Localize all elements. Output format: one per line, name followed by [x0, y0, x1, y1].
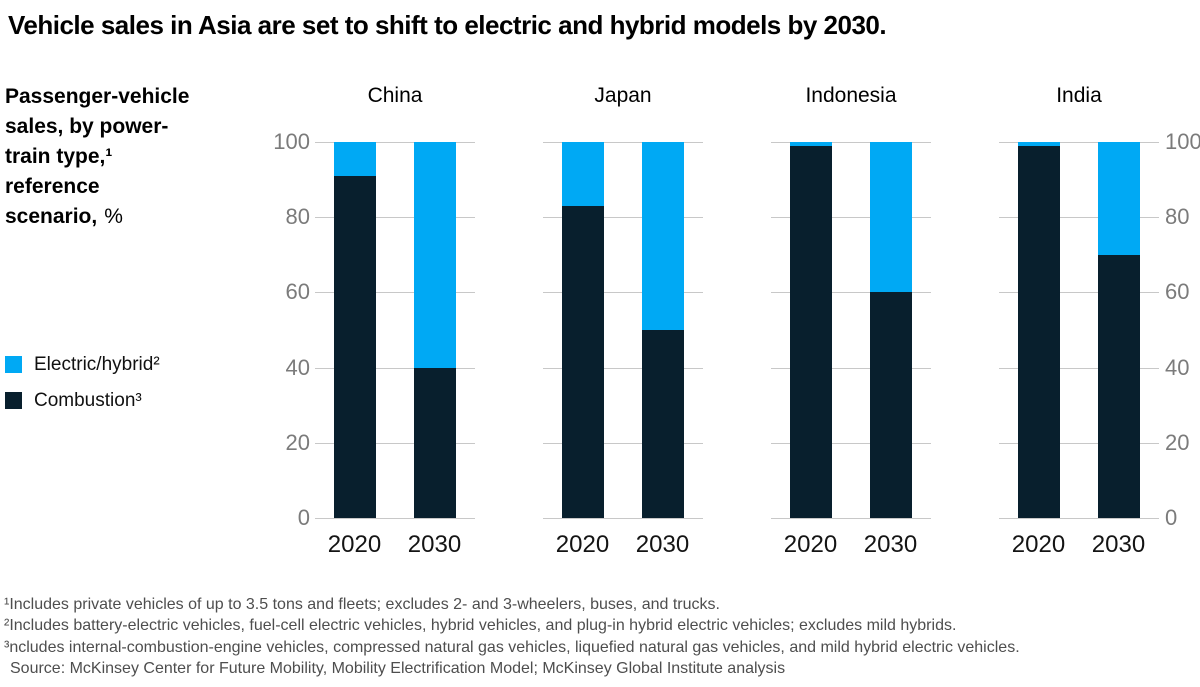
page-title: Vehicle sales in Asia are set to shift t…: [8, 10, 887, 40]
electric-swatch: [5, 356, 22, 373]
bar-indonesia-2030-combustion: [869, 292, 912, 518]
gridline: [771, 518, 931, 519]
bar-india-2030-combustion: [1097, 254, 1140, 518]
gridline: [771, 442, 931, 444]
bar-china-2030-combustion: [413, 367, 456, 518]
panel-title-japan: Japan: [594, 84, 652, 107]
y-axis-label-right: 40: [1165, 354, 1190, 380]
bar-china-2020-combustion: [333, 175, 376, 518]
footnotes: ¹Includes private vehicles of up to 3.5 …: [4, 594, 1020, 680]
gridline: [315, 217, 475, 219]
subtitle-line: scenario,%: [5, 202, 189, 232]
bar-india-2020-electric: [1017, 142, 1060, 146]
gridline: [999, 518, 1159, 519]
x-axis-label: 2030: [407, 531, 462, 558]
bar-japan-2030-electric: [641, 142, 684, 330]
y-axis-label-right: 80: [1165, 204, 1190, 230]
x-axis-label: 2020: [1011, 531, 1066, 558]
legend-label: Electric/hybrid²: [34, 354, 160, 375]
gridline: [999, 442, 1159, 444]
legend-label: Combustion³: [34, 390, 142, 411]
bar-japan-2030-combustion: [641, 330, 684, 518]
gridline: [543, 142, 703, 143]
y-axis-label-right: 20: [1165, 429, 1190, 455]
gridline: [999, 367, 1159, 369]
gridline: [315, 518, 475, 519]
subtitle-line: sales, by power-: [5, 115, 169, 138]
gridline: [999, 142, 1159, 143]
gridline: [999, 217, 1159, 219]
gridline: [543, 442, 703, 444]
footnote-line: ²Includes battery-electric vehicles, fue…: [4, 617, 957, 635]
bar-japan-2020-combustion: [561, 205, 604, 518]
x-axis-label: 2030: [635, 531, 690, 558]
bar-india-2030-electric: [1097, 142, 1140, 255]
y-axis-label-left: 80: [285, 204, 310, 230]
bar-china-2030-electric: [413, 142, 456, 368]
legend-item-combustion: Combustion³: [5, 391, 160, 410]
footnote-line: ³ncludes internal-combustion-engine vehi…: [4, 638, 1020, 656]
bar-indonesia-2020-combustion: [789, 145, 832, 518]
subtitle-line: Passenger-vehicle: [5, 85, 190, 108]
panel-title-india: India: [1056, 84, 1102, 107]
gridline: [771, 367, 931, 369]
y-axis-label-right: 60: [1165, 279, 1190, 305]
bar-indonesia-2030-electric: [869, 142, 912, 293]
y-axis-label-left: 20: [285, 429, 310, 455]
bar-indonesia-2020-electric: [789, 142, 832, 146]
gridline: [771, 292, 931, 294]
bar-china-2020-electric: [333, 142, 376, 176]
x-axis-label: 2030: [863, 531, 918, 558]
gridline: [543, 217, 703, 219]
subtitle-line: reference: [5, 175, 100, 198]
gridline: [771, 142, 931, 143]
combustion-swatch: [5, 392, 22, 409]
y-axis-label-left: 100: [273, 129, 310, 154]
bar-japan-2020-electric: [561, 142, 604, 206]
gridline: [315, 292, 475, 294]
subtitle-line: train type,¹: [5, 145, 113, 168]
legend: Electric/hybrid² Combustion³: [5, 355, 160, 427]
subtitle-text: scenario,: [5, 205, 98, 228]
gridline: [315, 442, 475, 444]
x-axis-label: 2020: [555, 531, 610, 558]
y-axis-label-left: 40: [285, 354, 310, 380]
gridline: [543, 292, 703, 294]
y-axis-label-left: 0: [297, 505, 310, 530]
y-axis-label-right: 100: [1165, 129, 1200, 154]
x-axis-label: 2020: [327, 531, 382, 558]
gridline: [543, 518, 703, 519]
gridline: [315, 142, 475, 143]
gridline: [771, 217, 931, 219]
panel-title-indonesia: Indonesia: [805, 84, 897, 107]
legend-item-electric: Electric/hybrid²: [5, 355, 160, 374]
gridline: [315, 367, 475, 369]
x-axis-label: 2030: [1091, 531, 1146, 558]
gridline: [999, 292, 1159, 294]
chart-subtitle: Passenger-vehicle sales, by power-train t…: [5, 82, 189, 232]
panel-title-china: China: [367, 84, 423, 107]
source-line: Source: McKinsey Center for Future Mobil…: [10, 660, 786, 678]
footnote-line: ¹Includes private vehicles of up to 3.5 …: [4, 596, 720, 613]
gridline: [543, 367, 703, 369]
x-axis-label: 2020: [783, 531, 838, 558]
bar-india-2020-combustion: [1017, 145, 1060, 518]
y-axis-label-left: 60: [285, 279, 310, 305]
y-axis-label-right: 0: [1165, 505, 1178, 530]
subtitle-unit: %: [104, 205, 123, 228]
